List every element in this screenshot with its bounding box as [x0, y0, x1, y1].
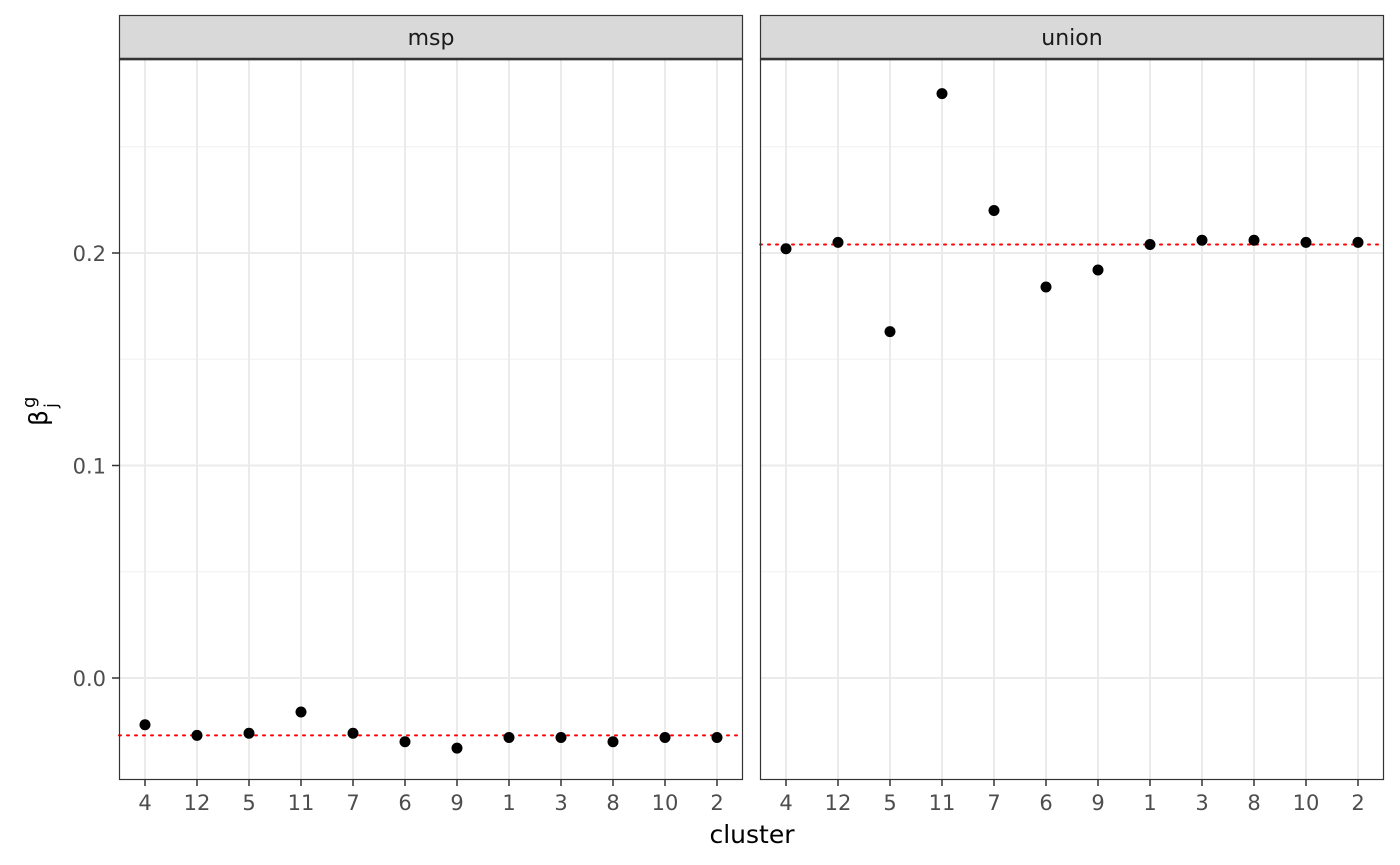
x-tick-label: 1: [1143, 791, 1156, 815]
data-point-msp-11: [295, 706, 307, 718]
x-axis-title: cluster: [709, 820, 795, 849]
x-tick-label: 6: [398, 791, 411, 815]
y-tick-label: 0.2: [73, 242, 106, 266]
data-point-msp-4: [139, 719, 151, 731]
x-tick-label: 2: [1351, 791, 1364, 815]
strip-label: union: [1041, 26, 1102, 51]
x-tick-label: 3: [554, 791, 567, 815]
data-point-union-4: [780, 243, 792, 255]
x-tick-label: 6: [1039, 791, 1052, 815]
data-point-union-12: [832, 236, 844, 248]
x-tick-label: 9: [450, 791, 463, 815]
data-point-msp-12: [191, 729, 203, 741]
data-point-msp-2: [711, 732, 723, 743]
data-point-union-10: [1300, 236, 1312, 248]
y-axis: 0.0 0.1 0.2: [73, 242, 119, 691]
data-point-msp-6: [399, 736, 411, 748]
panel-background: [760, 60, 1384, 779]
data-point-msp-3: [555, 732, 567, 743]
data-point-union-7: [988, 205, 1000, 216]
data-point-union-11: [936, 88, 948, 100]
x-tick-label: 7: [346, 791, 359, 815]
x-tick-label: 8: [606, 791, 619, 815]
x-tick-label: 12: [184, 791, 211, 815]
panel-union: union 4 12 5 11 7 6 9 1 3 8 10 2: [759, 14, 1385, 815]
y-axis-title-superscript: g: [19, 397, 40, 408]
x-tick-label: 2: [710, 791, 723, 815]
y-axis-title-subscript: j: [41, 403, 62, 409]
data-point-union-5: [884, 326, 896, 338]
data-point-union-1: [1144, 239, 1156, 250]
y-axis-title: β g j: [19, 397, 62, 426]
y-tick-label: 0.1: [73, 455, 106, 479]
x-tick-label: 3: [1195, 791, 1208, 815]
data-point-msp-7: [347, 727, 359, 739]
data-point-msp-8: [607, 736, 619, 748]
x-tick-label: 1: [502, 791, 515, 815]
strip-background: [759, 14, 1385, 61]
data-point-union-6: [1040, 281, 1052, 293]
y-tick-label: 0.0: [73, 667, 106, 691]
panel-msp: msp 4 12 5 11 7 6 9 1 3 8 10 2: [118, 14, 744, 815]
x-tick-label: 4: [138, 791, 151, 815]
data-point-msp-1: [503, 732, 515, 743]
data-point-union-2: [1352, 236, 1364, 248]
x-tick-label: 8: [1247, 791, 1260, 815]
x-tick-label: 10: [652, 791, 679, 815]
x-tick-label: 11: [288, 791, 315, 815]
data-point-union-9: [1092, 264, 1104, 276]
x-tick-label: 10: [1293, 791, 1320, 815]
panels-layer: msp 4 12 5 11 7 6 9 1 3 8 10 2 union 4 12 5 11 7 6 9 1 3 8 10 2: [118, 14, 1385, 815]
x-tick-label: 5: [242, 791, 255, 815]
x-tick-label: 7: [987, 791, 1000, 815]
x-tick-label: 12: [825, 791, 852, 815]
x-tick-label: 11: [929, 791, 956, 815]
data-point-msp-9: [451, 742, 463, 754]
data-point-msp-10: [659, 732, 671, 743]
x-tick-label: 4: [779, 791, 792, 815]
data-point-union-3: [1196, 234, 1208, 246]
x-tick-label: 5: [883, 791, 896, 815]
panel-background: [119, 60, 743, 779]
x-tick-label: 9: [1091, 791, 1104, 815]
data-point-union-8: [1248, 234, 1260, 246]
data-point-msp-5: [243, 727, 255, 739]
strip-label: msp: [408, 26, 455, 51]
y-axis-title-base: β: [24, 410, 53, 426]
svg-text:β: β: [24, 410, 53, 426]
